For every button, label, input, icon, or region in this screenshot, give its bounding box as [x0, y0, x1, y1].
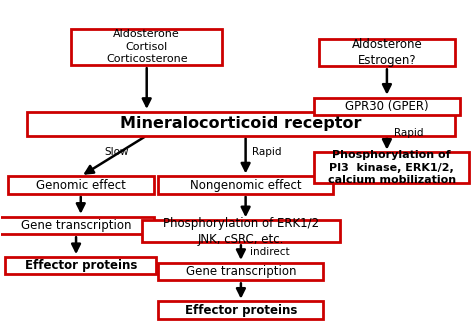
Text: Genomic effect: Genomic effect — [36, 179, 126, 192]
Text: Phosphorylation of ERK1/2
JNK, cSRC, etc.: Phosphorylation of ERK1/2 JNK, cSRC, etc… — [163, 217, 319, 246]
Text: Gene transcription: Gene transcription — [21, 219, 131, 232]
Text: GPR30 (GPER): GPR30 (GPER) — [345, 100, 428, 113]
FancyBboxPatch shape — [142, 220, 340, 242]
FancyBboxPatch shape — [8, 176, 154, 194]
FancyBboxPatch shape — [158, 176, 333, 194]
Text: Mineralocorticoid receptor: Mineralocorticoid receptor — [120, 116, 362, 131]
FancyBboxPatch shape — [72, 29, 222, 65]
Text: Aldosterone
Cortisol
Corticosterone: Aldosterone Cortisol Corticosterone — [106, 30, 188, 64]
Text: indirect: indirect — [250, 247, 290, 257]
FancyBboxPatch shape — [27, 112, 455, 135]
Text: Effector proteins: Effector proteins — [25, 259, 137, 272]
FancyBboxPatch shape — [314, 98, 460, 115]
Text: Rapid: Rapid — [252, 148, 282, 157]
FancyBboxPatch shape — [319, 39, 455, 66]
Text: Aldosterone
Estrogen?: Aldosterone Estrogen? — [352, 38, 422, 67]
Text: Gene transcription: Gene transcription — [186, 265, 296, 278]
FancyBboxPatch shape — [158, 301, 323, 319]
Text: Slow: Slow — [104, 148, 129, 157]
Text: Effector proteins: Effector proteins — [185, 303, 297, 317]
FancyBboxPatch shape — [314, 153, 469, 183]
FancyBboxPatch shape — [5, 257, 156, 275]
Text: Nongenomic effect: Nongenomic effect — [190, 179, 301, 192]
FancyBboxPatch shape — [0, 217, 154, 234]
FancyBboxPatch shape — [158, 263, 323, 280]
Text: Rapid: Rapid — [394, 128, 424, 138]
Text: Phosphorylation of
PI3  kinase, ERK1/2,
calcium mobilization: Phosphorylation of PI3 kinase, ERK1/2, c… — [328, 151, 456, 185]
